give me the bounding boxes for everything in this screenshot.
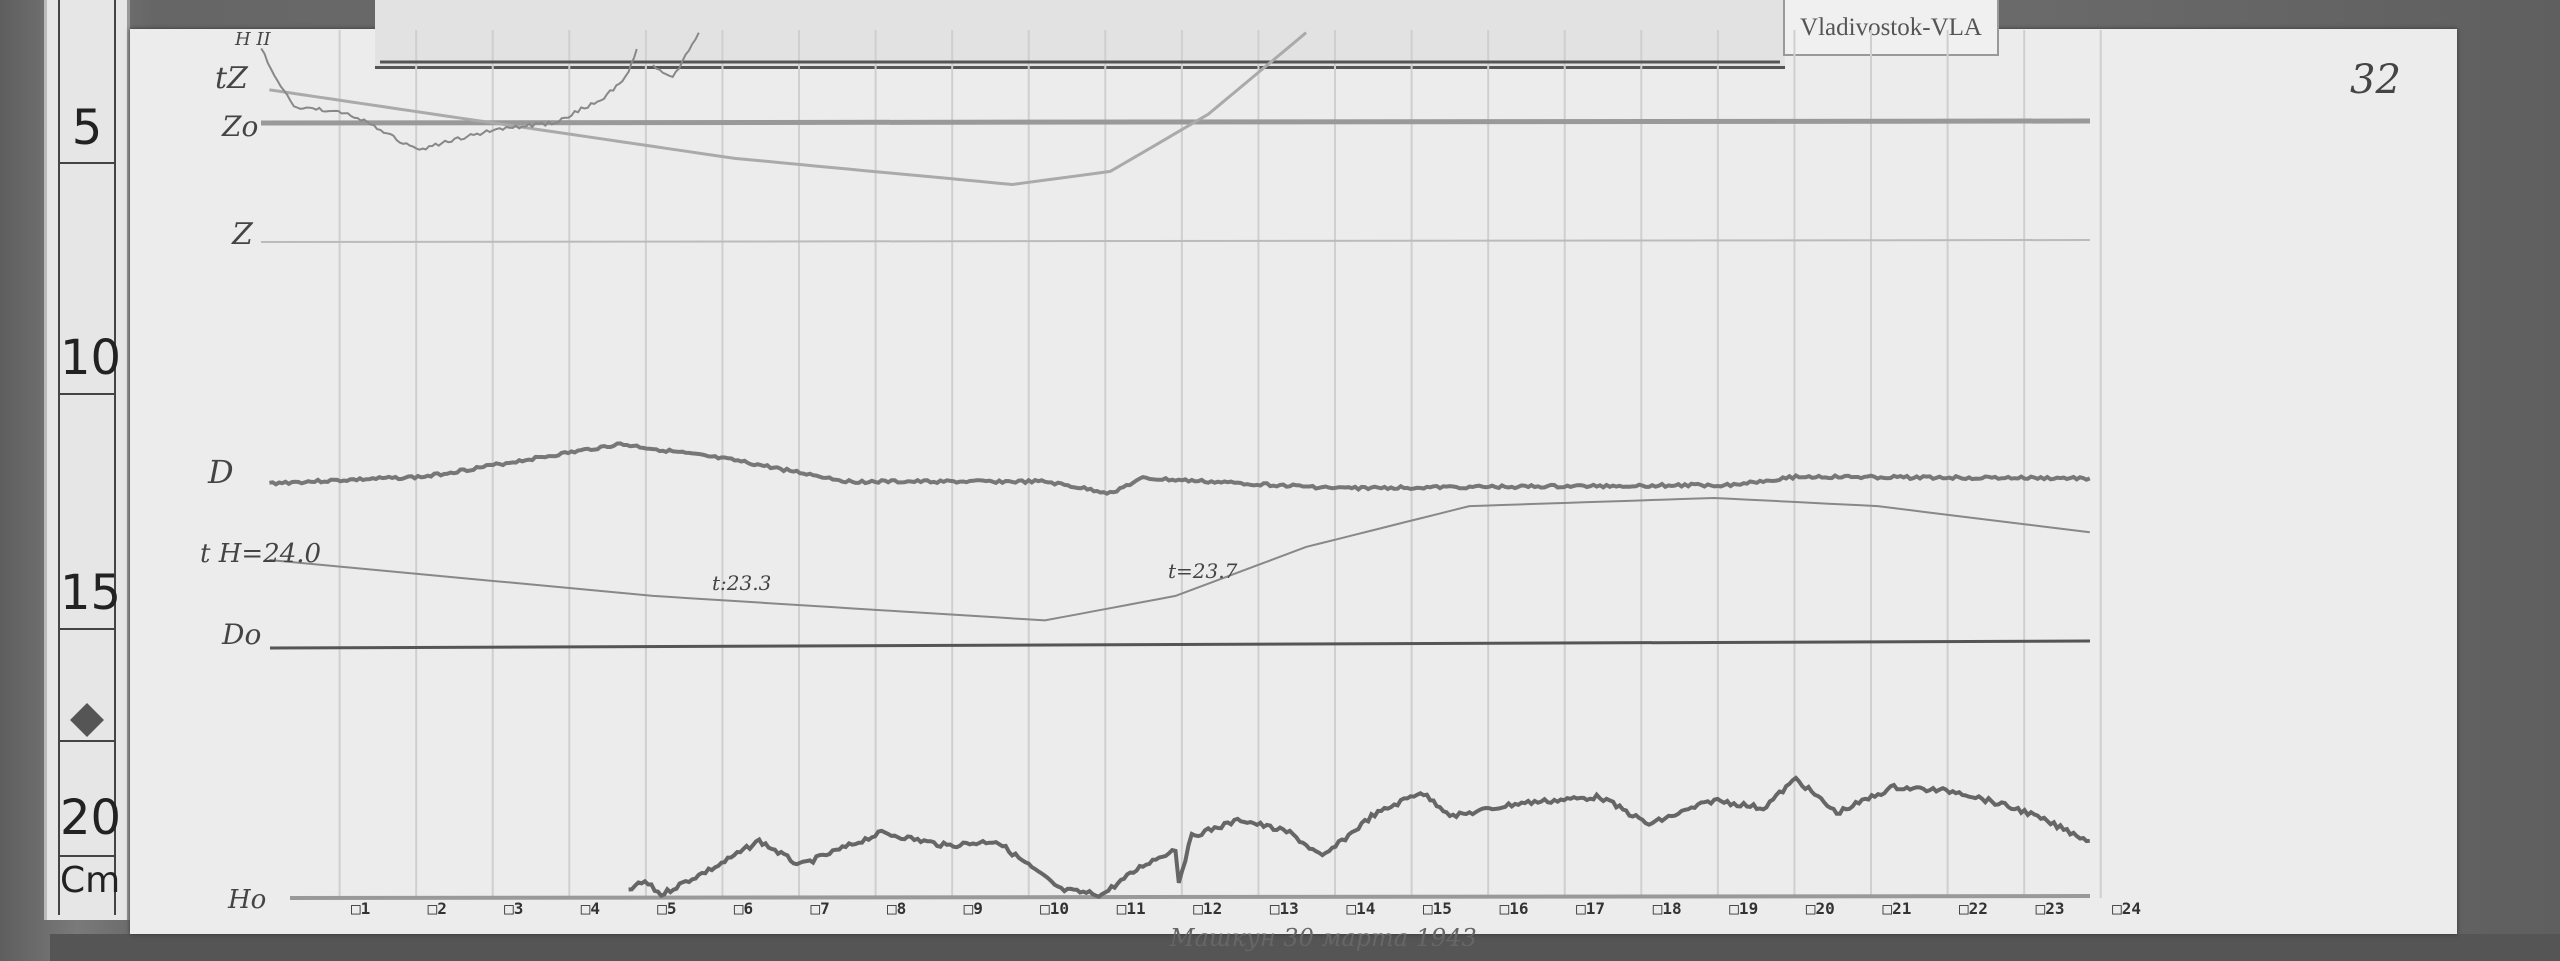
ruler-unit: Cm xyxy=(60,860,121,901)
overlay-strip xyxy=(375,0,1785,69)
d-trace xyxy=(269,441,2091,496)
hour-label: □22 xyxy=(1959,899,1988,918)
ruler-mark-10: 10 xyxy=(60,330,122,386)
hour-label: □10 xyxy=(1040,899,1070,918)
hour-label: □8 xyxy=(887,899,907,918)
ruler-divider xyxy=(60,740,114,742)
trace-label-h-temp: t H=24.0 xyxy=(200,539,322,569)
hour-label: □23 xyxy=(2035,899,2065,918)
h-trace-top xyxy=(652,32,700,79)
trace-label-d: D xyxy=(208,453,234,491)
hour-label: □1 xyxy=(351,899,371,918)
board-edge xyxy=(50,934,2560,961)
ruler-divider xyxy=(60,628,114,630)
trace-label-h-base: Ho xyxy=(228,885,267,915)
hour-label: □11 xyxy=(1116,899,1146,918)
temperature-note: t:23.3 xyxy=(712,571,772,595)
hour-label: □13 xyxy=(1269,899,1299,918)
hour-label: □6 xyxy=(733,899,754,918)
ruler-mark-5: 5 xyxy=(71,100,103,156)
hour-label: □2 xyxy=(427,899,447,918)
hour-label: □24 xyxy=(2112,899,2142,918)
hour-label: □16 xyxy=(1499,899,1529,918)
station-label: Vladivostok-VLA xyxy=(1783,0,1999,56)
hour-label: □9 xyxy=(963,899,983,918)
ruler-mark-15: 15 xyxy=(60,565,122,621)
ruler-divider xyxy=(60,393,114,395)
trace-label-z: Z xyxy=(232,217,253,252)
hour-label: □5 xyxy=(657,899,677,918)
trace-label-d-base: Do xyxy=(222,618,262,651)
trace-label-z-base: Zo xyxy=(222,110,259,143)
z-trace xyxy=(260,239,2091,243)
trace-label-z-temp: tZ xyxy=(215,61,248,96)
hour-label: □18 xyxy=(1652,899,1682,918)
hour-label: □21 xyxy=(1882,899,1912,918)
hour-label: □4 xyxy=(580,899,600,918)
hour-label: □12 xyxy=(1193,899,1223,918)
trace-label-h-top: H II xyxy=(235,29,271,50)
hour-label: □19 xyxy=(1729,899,1759,918)
z-temperature-curve xyxy=(269,31,1308,187)
sheet-number: 32 xyxy=(2350,57,2401,103)
magnetogram-sheet xyxy=(130,29,2457,934)
hour-label: □7 xyxy=(810,899,830,918)
h-baseline xyxy=(289,894,2091,900)
ruler-divider xyxy=(60,162,114,164)
d-baseline xyxy=(269,639,2091,650)
ruler-mark-20: 20 xyxy=(60,790,122,846)
hour-label: □15 xyxy=(1423,899,1452,918)
z-baseline xyxy=(260,118,2091,126)
ruler-divider xyxy=(60,855,114,857)
hour-label: □14 xyxy=(1346,899,1376,918)
h-temperature-curve xyxy=(269,496,2090,622)
signature: Машкун 30 марта 1943 xyxy=(1170,924,1477,952)
hour-label: □20 xyxy=(1805,899,1835,918)
hour-label: □3 xyxy=(504,899,524,918)
hour-label: □17 xyxy=(1576,899,1606,918)
ruler-scale: 5 10 15 20 Cm xyxy=(58,0,122,915)
temperature-note: t=23.7 xyxy=(1168,559,1238,583)
h-trace-top xyxy=(260,47,638,151)
h-trace xyxy=(628,775,2090,899)
